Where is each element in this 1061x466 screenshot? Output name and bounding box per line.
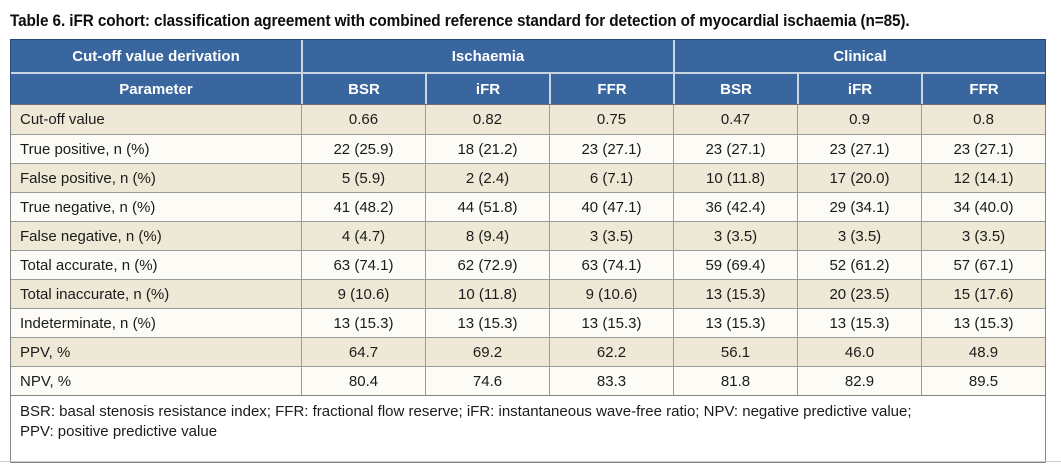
value-cell: 36 (42.4) bbox=[673, 193, 797, 221]
value-cell: 44 (51.8) bbox=[425, 193, 549, 221]
value-cell: 80.4 bbox=[301, 367, 425, 395]
value-cell: 29 (34.1) bbox=[797, 193, 921, 221]
table-body: Cut-off value 0.66 0.82 0.75 0.47 0.9 0.… bbox=[10, 104, 1046, 396]
value-cell: 69.2 bbox=[425, 338, 549, 366]
value-cell: 3 (3.5) bbox=[921, 222, 1045, 250]
value-cell: 4 (4.7) bbox=[301, 222, 425, 250]
table-row: PPV, % 64.7 69.2 62.2 56.1 46.0 48.9 bbox=[11, 337, 1045, 366]
value-cell: 9 (10.6) bbox=[549, 280, 673, 308]
value-cell: 57 (67.1) bbox=[921, 251, 1045, 279]
value-cell: 12 (14.1) bbox=[921, 164, 1045, 192]
header-col-ischaemia-bsr: BSR bbox=[301, 72, 425, 104]
parameter-cell: Total accurate, n (%) bbox=[20, 256, 158, 274]
value-cell: 63 (74.1) bbox=[301, 251, 425, 279]
value-cell: 83.3 bbox=[549, 367, 673, 395]
parameter-cell: Indeterminate, n (%) bbox=[20, 314, 156, 332]
value-cell: 40 (47.1) bbox=[549, 193, 673, 221]
value-cell: 13 (15.3) bbox=[425, 309, 549, 337]
value-cell: 10 (11.8) bbox=[425, 280, 549, 308]
value-cell: 74.6 bbox=[425, 367, 549, 395]
parameter-cell: Total inaccurate, n (%) bbox=[20, 285, 170, 303]
parameter-cell: True positive, n (%) bbox=[20, 140, 150, 158]
value-cell: 0.82 bbox=[425, 105, 549, 134]
parameter-cell: True negative, n (%) bbox=[20, 198, 156, 216]
table-row: NPV, % 80.4 74.6 83.3 81.8 82.9 89.5 bbox=[11, 366, 1045, 395]
value-cell: 81.8 bbox=[673, 367, 797, 395]
value-cell: 15 (17.6) bbox=[921, 280, 1045, 308]
header-col-clinical-bsr: BSR bbox=[673, 72, 797, 104]
value-cell: 9 (10.6) bbox=[301, 280, 425, 308]
value-cell: 52 (61.2) bbox=[797, 251, 921, 279]
parameter-cell: PPV, % bbox=[20, 343, 71, 361]
value-cell: 13 (15.3) bbox=[549, 309, 673, 337]
value-cell: 48.9 bbox=[921, 338, 1045, 366]
table-footnote: BSR: basal stenosis resistance index; FF… bbox=[10, 396, 1046, 463]
header-col-ischaemia-ifr: iFR bbox=[425, 72, 549, 104]
bottom-divider bbox=[0, 461, 1061, 462]
value-cell: 62.2 bbox=[549, 338, 673, 366]
table-row: Total accurate, n (%) 63 (74.1) 62 (72.9… bbox=[11, 250, 1045, 279]
value-cell: 20 (23.5) bbox=[797, 280, 921, 308]
value-cell: 3 (3.5) bbox=[549, 222, 673, 250]
value-cell: 0.47 bbox=[673, 105, 797, 134]
header-derivation-label: Cut-off value derivation bbox=[72, 47, 240, 65]
header-group-clinical: Clinical bbox=[673, 40, 1045, 72]
header-col-clinical-ffr: FFR bbox=[921, 72, 1045, 104]
value-cell: 6 (7.1) bbox=[549, 164, 673, 192]
parameter-cell: Cut-off value bbox=[20, 111, 105, 128]
table-row: True negative, n (%) 41 (48.2) 44 (51.8)… bbox=[11, 192, 1045, 221]
value-cell: 23 (27.1) bbox=[921, 135, 1045, 163]
header-group-ischaemia: Ischaemia bbox=[301, 40, 673, 72]
value-cell: 5 (5.9) bbox=[301, 164, 425, 192]
value-cell: 62 (72.9) bbox=[425, 251, 549, 279]
value-cell: 8 (9.4) bbox=[425, 222, 549, 250]
value-cell: 2 (2.4) bbox=[425, 164, 549, 192]
value-cell: 63 (74.1) bbox=[549, 251, 673, 279]
value-cell: 23 (27.1) bbox=[549, 135, 673, 163]
parameter-cell: False negative, n (%) bbox=[20, 227, 162, 245]
table-header: Cut-off value derivation Ischaemia Clini… bbox=[10, 39, 1046, 104]
value-cell: 0.75 bbox=[549, 105, 673, 134]
table-row: False positive, n (%) 5 (5.9) 2 (2.4) 6 … bbox=[11, 163, 1045, 192]
value-cell: 64.7 bbox=[301, 338, 425, 366]
value-cell: 13 (15.3) bbox=[301, 309, 425, 337]
value-cell: 41 (48.2) bbox=[301, 193, 425, 221]
table-row: Cut-off value 0.66 0.82 0.75 0.47 0.9 0.… bbox=[11, 105, 1045, 134]
value-cell: 0.66 bbox=[301, 105, 425, 134]
value-cell: 13 (15.3) bbox=[921, 309, 1045, 337]
value-cell: 18 (21.2) bbox=[425, 135, 549, 163]
value-cell: 3 (3.5) bbox=[797, 222, 921, 250]
value-cell: 56.1 bbox=[673, 338, 797, 366]
parameter-cell: False positive, n (%) bbox=[20, 169, 156, 187]
table-row: Indeterminate, n (%) 13 (15.3) 13 (15.3)… bbox=[11, 308, 1045, 337]
value-cell: 23 (27.1) bbox=[673, 135, 797, 163]
footnote-line: BSR: basal stenosis resistance index; FF… bbox=[20, 403, 912, 420]
value-cell: 13 (15.3) bbox=[673, 309, 797, 337]
value-cell: 22 (25.9) bbox=[301, 135, 425, 163]
value-cell: 82.9 bbox=[797, 367, 921, 395]
parameter-cell: NPV, % bbox=[20, 372, 72, 390]
value-cell: 13 (15.3) bbox=[797, 309, 921, 337]
table-row: False negative, n (%) 4 (4.7) 8 (9.4) 3 … bbox=[11, 221, 1045, 250]
table-title: Table 6. iFR cohort: classification agre… bbox=[10, 11, 910, 30]
value-cell: 0.9 bbox=[797, 105, 921, 134]
value-cell: 34 (40.0) bbox=[921, 193, 1045, 221]
value-cell: 3 (3.5) bbox=[673, 222, 797, 250]
value-cell: 23 (27.1) bbox=[797, 135, 921, 163]
value-cell: 59 (69.4) bbox=[673, 251, 797, 279]
value-cell: 89.5 bbox=[921, 367, 1045, 395]
header-col-ischaemia-ffr: FFR bbox=[549, 72, 673, 104]
value-cell: 46.0 bbox=[797, 338, 921, 366]
table-row: Total inaccurate, n (%) 9 (10.6) 10 (11.… bbox=[11, 279, 1045, 308]
table-row: True positive, n (%) 22 (25.9) 18 (21.2)… bbox=[11, 134, 1045, 163]
header-parameter-label: Parameter bbox=[11, 72, 301, 104]
value-cell: 17 (20.0) bbox=[797, 164, 921, 192]
value-cell: 0.8 bbox=[921, 105, 1045, 134]
value-cell: 13 (15.3) bbox=[673, 280, 797, 308]
data-table: Cut-off value derivation Ischaemia Clini… bbox=[10, 39, 1046, 463]
header-col-clinical-ifr: iFR bbox=[797, 72, 921, 104]
value-cell: 10 (11.8) bbox=[673, 164, 797, 192]
footnote-line: PPV: positive predictive value bbox=[20, 423, 218, 440]
